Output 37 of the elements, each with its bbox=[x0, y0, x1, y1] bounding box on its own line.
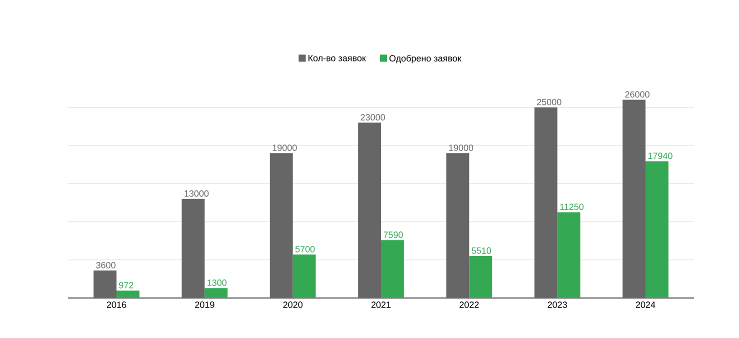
legend-label: Кол-во заявок bbox=[308, 55, 366, 62]
bar bbox=[94, 270, 116, 298]
data-label: 13000 bbox=[184, 190, 209, 197]
data-label: 7590 bbox=[384, 232, 403, 238]
data-label: 972 bbox=[119, 282, 134, 288]
data-label: 25000 bbox=[537, 98, 562, 106]
x-tick-label: 2016 bbox=[106, 302, 126, 308]
bar bbox=[270, 153, 293, 298]
bar bbox=[182, 198, 205, 298]
bar bbox=[292, 254, 316, 298]
data-label: 5510 bbox=[472, 247, 492, 254]
bar bbox=[469, 256, 492, 298]
data-label: 17940 bbox=[648, 152, 672, 160]
bar bbox=[381, 240, 404, 298]
bar bbox=[646, 161, 668, 298]
data-label: 5700 bbox=[295, 246, 315, 252]
bar bbox=[358, 122, 381, 298]
bar bbox=[622, 100, 646, 298]
bar bbox=[534, 107, 558, 298]
x-tick-label: 2022 bbox=[460, 302, 479, 308]
bar bbox=[116, 290, 140, 298]
legend-label: Одобрено заявок bbox=[389, 54, 462, 64]
data-label: 11250 bbox=[560, 204, 584, 210]
data-label: 23000 bbox=[360, 114, 385, 120]
x-tick-label: 2023 bbox=[548, 302, 567, 308]
bar bbox=[446, 153, 470, 298]
data-label: 19000 bbox=[449, 144, 474, 151]
x-tick-label: 2019 bbox=[195, 302, 214, 308]
x-tick-label: 2021 bbox=[371, 302, 391, 308]
bar bbox=[557, 212, 580, 298]
bar bbox=[204, 288, 228, 298]
data-label: 26000 bbox=[625, 91, 650, 98]
data-label: 1300 bbox=[208, 280, 227, 286]
data-label: 3600 bbox=[96, 262, 116, 268]
x-tick-label: 2020 bbox=[283, 302, 302, 308]
x-tick-label: 2024 bbox=[636, 302, 656, 308]
data-label: 19000 bbox=[272, 144, 297, 151]
